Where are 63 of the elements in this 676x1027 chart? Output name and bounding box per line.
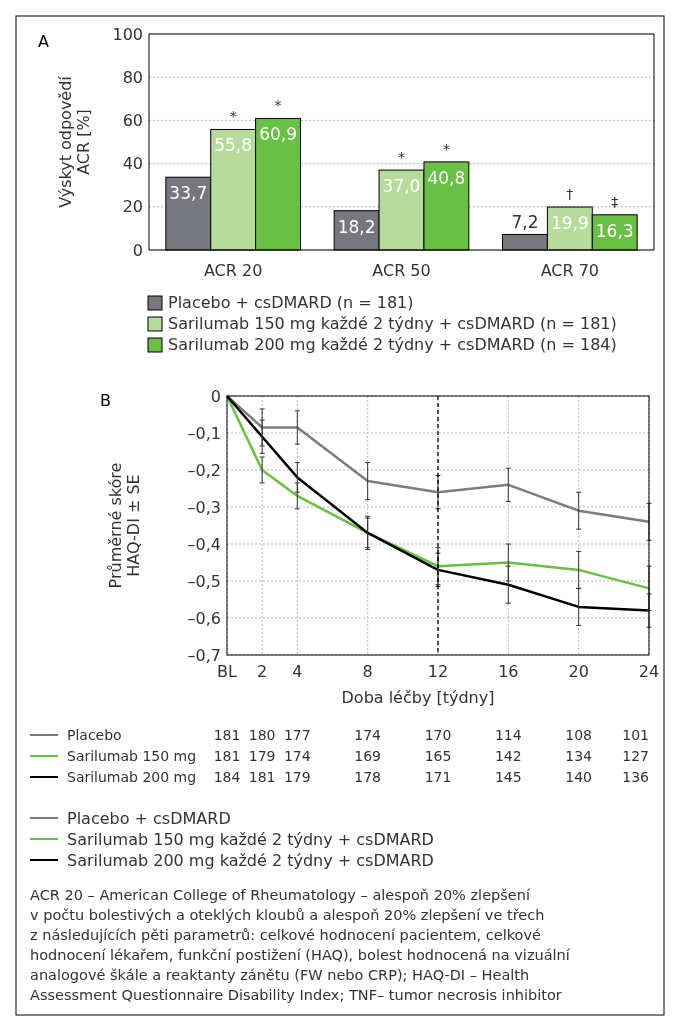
y-tick-label: –0,2: [187, 460, 221, 480]
y-tick-label: 60: [122, 111, 143, 130]
data-label: 37,0: [382, 176, 421, 197]
x-tick-label: 4: [292, 662, 303, 681]
chart-title: B: [100, 391, 111, 410]
legend-label: Placebo + csDMARD (n = 181): [168, 293, 414, 312]
data-label: 19,9: [550, 213, 589, 234]
annotation: *: [442, 140, 450, 157]
x-axis-title: Doba léčby [týdny]: [341, 688, 495, 707]
data-label: 18,2: [337, 216, 376, 237]
y-tick-label: –0,5: [187, 571, 221, 591]
legend-label: Sarilumab 150 mg každé 2 týdny + csDMARD: [67, 830, 434, 849]
legend-label: Sarilumab 150 mg každé 2 týdny + csDMARD (n = 181): [168, 314, 617, 333]
data-label: 40,8: [427, 167, 466, 188]
text: Placebo: [67, 727, 122, 743]
text: 181 180 177 174 170 114 108 101: [213, 727, 649, 743]
text: hodnocení lékařem, funkční postižení (HAQ), bolest hodnocená na vizuální: [30, 947, 571, 963]
data-label: 16,3: [595, 220, 634, 241]
y-tick-label: 0: [132, 240, 143, 260]
y-tick-label: 20: [122, 197, 143, 217]
y-axis-title: Průměrné skóre HAQ-DI ± SE: [106, 462, 143, 589]
x-tick-label: ACR 20: [203, 261, 263, 280]
text: 181 179 174 169 165 142 134 127: [213, 748, 649, 764]
y-tick-label: 0: [210, 386, 221, 406]
text: Assessment Questionnaire Disability Index; TNF– tumor necrosis inhibitor: [30, 987, 562, 1003]
legend-label: Placebo + csDMARD: [67, 809, 231, 828]
y-tick-label: –0,4: [187, 534, 221, 554]
y-tick-label: 100: [112, 24, 143, 44]
text: 184 181 179 178 171 145 140 136: [213, 769, 649, 785]
data-label: 33,7: [169, 183, 208, 204]
text: analogové škále a reaktanty zánětu (FW nebo CRP); HAQ-DI – Health: [30, 967, 530, 983]
x-tick-label: BL: [217, 662, 238, 681]
annotation: *: [274, 97, 282, 114]
x-tick-label: 8: [362, 662, 373, 681]
y-tick-label: –0,3: [187, 497, 221, 517]
y-axis-title: Výskyt odpovědí ACR [%]: [56, 75, 93, 208]
x-tick-label: ACR 70: [540, 261, 600, 280]
legend-label: Sarilumab 200 mg každé 2 týdny + csDMARD: [67, 851, 434, 870]
x-tick-label: 12: [427, 662, 449, 681]
annotation: ‡: [611, 193, 619, 210]
annotation: †: [566, 186, 574, 203]
x-tick-label: 24: [638, 662, 660, 681]
text: Sarilumab 150 mg: [67, 748, 197, 764]
x-tick-label: 16: [498, 662, 519, 681]
x-tick-label: 2: [257, 662, 268, 681]
text: ACR 20 – American College of Rheumatology – alespoň 20% zlepšení: [30, 887, 531, 903]
text: v počtu bolestivých a oteklých kloubů a alespoň 20% zlepšení ve třech: [30, 907, 545, 923]
data-label: 60,9: [259, 124, 297, 145]
legend-label: Sarilumab 200 mg každé 2 týdny + csDMARD (n = 184): [168, 335, 617, 354]
annotation: *: [398, 149, 405, 166]
text: z následujících pěti parametrů: celkové hodnocení pacientem, celkové: [30, 927, 542, 943]
x-tick-label: ACR 50: [372, 261, 431, 280]
y-tick-label: –0,6: [187, 608, 221, 628]
y-tick-label: –0,7: [187, 645, 221, 665]
x-tick-label: 20: [568, 662, 589, 681]
y-tick-label: 80: [122, 67, 143, 87]
y-tick-label: –0,1: [187, 423, 221, 443]
annotation: *: [229, 108, 237, 125]
data-label: 55,8: [214, 135, 253, 156]
data-label: 7,2: [511, 212, 539, 233]
y-tick-label: 40: [122, 154, 143, 174]
chart-title: A: [38, 32, 49, 51]
text: Sarilumab 200 mg: [67, 769, 197, 785]
